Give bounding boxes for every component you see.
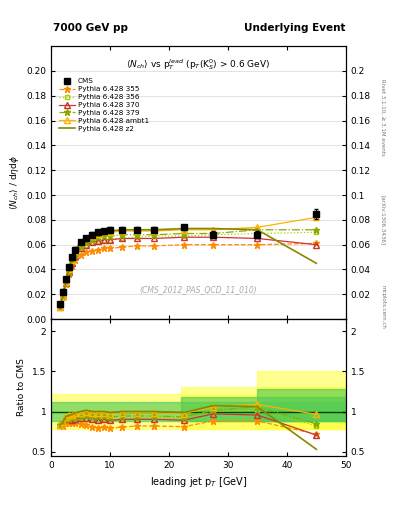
Y-axis label: Ratio to CMS: Ratio to CMS <box>17 358 26 416</box>
Text: mcplots.cern.ch: mcplots.cern.ch <box>381 285 386 329</box>
X-axis label: leading jet p$_T$ [GeV]: leading jet p$_T$ [GeV] <box>150 475 247 489</box>
Legend: CMS, Pythia 6.428 355, Pythia 6.428 356, Pythia 6.428 370, Pythia 6.428 379, Pyt: CMS, Pythia 6.428 355, Pythia 6.428 356,… <box>58 77 151 133</box>
Text: Rivet 3.1.10, ≥ 3.1M events: Rivet 3.1.10, ≥ 3.1M events <box>381 79 386 156</box>
Text: [arXiv:1306.3436]: [arXiv:1306.3436] <box>381 195 386 245</box>
Y-axis label: $\langle N_{ch}\rangle$ / d$\eta$d$\phi$: $\langle N_{ch}\rangle$ / d$\eta$d$\phi$ <box>7 155 20 210</box>
Text: $\langle N_{ch}\rangle$ vs p$_T^{lead}$ (p$_T$(K$_S^0$) > 0.6 GeV): $\langle N_{ch}\rangle$ vs p$_T^{lead}$ … <box>127 57 270 72</box>
Text: 7000 GeV pp: 7000 GeV pp <box>53 23 128 33</box>
Text: (CMS_2012_PAS_QCD_11_010): (CMS_2012_PAS_QCD_11_010) <box>140 285 257 294</box>
Text: Underlying Event: Underlying Event <box>244 23 345 33</box>
